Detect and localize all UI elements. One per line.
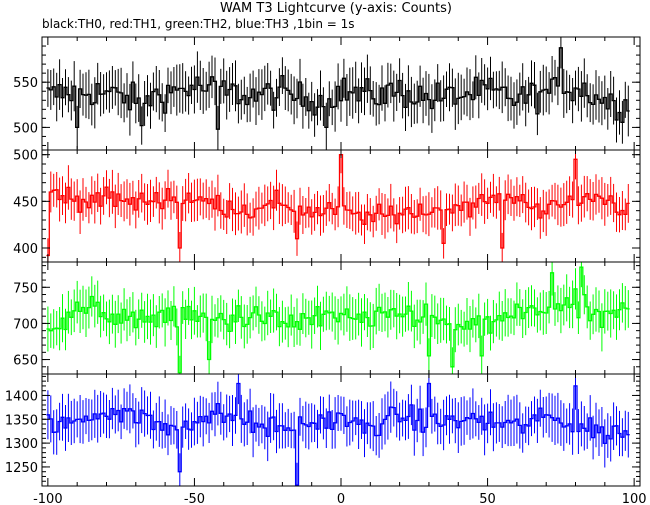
y-tick-label: 400 bbox=[13, 242, 38, 257]
y-tick-label: 1300 bbox=[5, 437, 38, 452]
y-tick-label: 650 bbox=[13, 354, 38, 369]
panel-th3: 1250 1300 1350 1400 bbox=[5, 373, 641, 487]
panel-th1: 400 450 500 bbox=[13, 149, 641, 263]
x-tick-label: 50 bbox=[479, 492, 496, 505]
series-th3 bbox=[46, 382, 630, 486]
chart-subtitle: black:TH0, red:TH1, green:TH2, blue:TH3 … bbox=[42, 17, 355, 31]
error-bars-th2 bbox=[47, 262, 629, 374]
y-tick-label: 550 bbox=[13, 76, 38, 91]
panel-th0: 500 550 bbox=[13, 36, 641, 151]
chart-title: WAM T3 Lightcurve (y-axis: Counts) bbox=[220, 1, 452, 16]
series-th1 bbox=[46, 154, 630, 257]
error-bars-th3 bbox=[47, 374, 629, 486]
panel-th2: 650 700 750 bbox=[13, 261, 641, 375]
y-tick-label: 500 bbox=[13, 149, 38, 164]
series-th0 bbox=[46, 47, 630, 130]
x-tick-label: 100 bbox=[622, 492, 647, 505]
y-tick-label: 1400 bbox=[5, 389, 38, 404]
x-tick-label: 0 bbox=[337, 492, 345, 505]
y-tick-label: 700 bbox=[13, 317, 38, 332]
series-th2 bbox=[46, 266, 630, 374]
x-tick-label: -100 bbox=[33, 492, 63, 505]
x-axis: -100 -50 0 50 100 bbox=[33, 492, 646, 505]
y-tick-label: 500 bbox=[13, 121, 38, 136]
x-tick-label: -50 bbox=[184, 492, 205, 505]
error-bars-th0 bbox=[47, 37, 629, 150]
y-tick-label: 450 bbox=[13, 195, 38, 210]
y-tick-label: 750 bbox=[13, 281, 38, 296]
y-tick-label: 1250 bbox=[5, 461, 38, 476]
y-tick-label: 1350 bbox=[5, 413, 38, 428]
panels-group: 500 550 400 450 500 650 700 750 1250 1300 1350 1400 bbox=[5, 36, 641, 487]
error-bars-th1 bbox=[47, 150, 629, 262]
